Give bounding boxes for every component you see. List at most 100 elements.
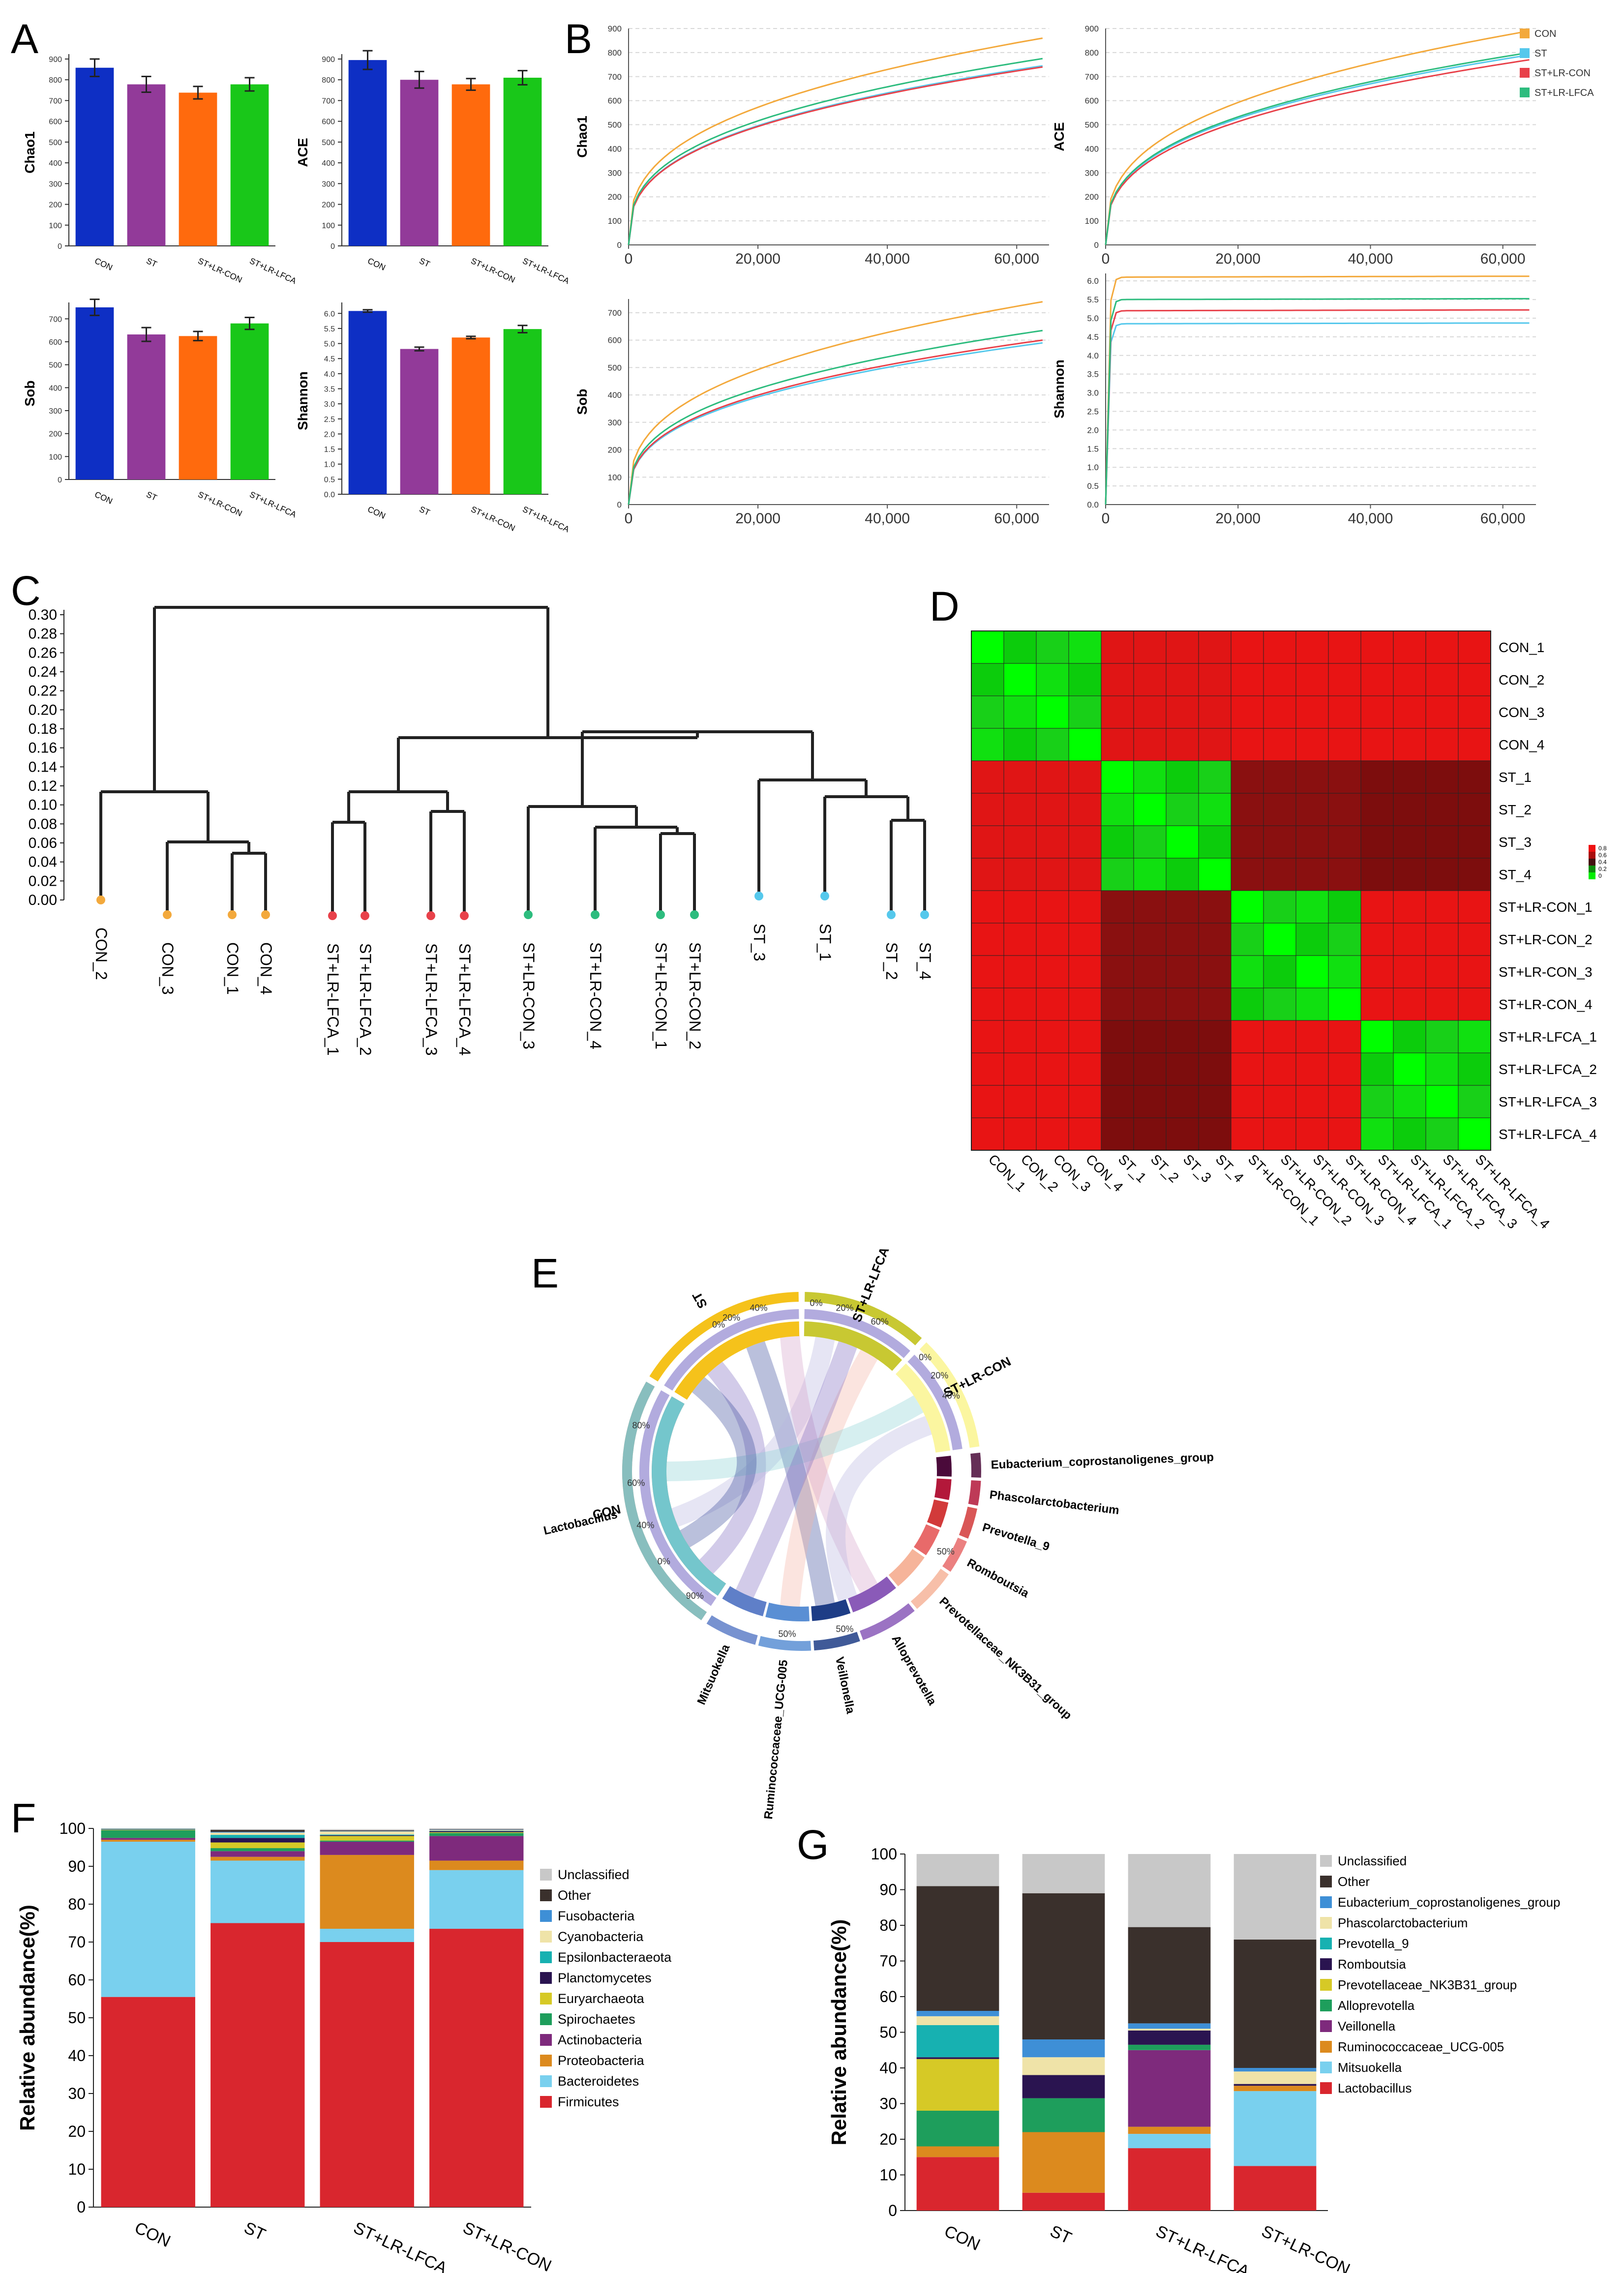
d-row-label: ST+LR-LFCA_2 [1499,1062,1597,1077]
b-curve [1105,54,1530,245]
d-cell [1328,955,1361,988]
a-bar [400,349,439,494]
d-cell [1393,858,1426,891]
c-tick-label: 0.12 [29,778,57,794]
g-tick-label: 30 [879,2095,897,2113]
f-bar-segment [211,1856,305,1861]
d-cell [1133,760,1167,794]
a-tick-label: 2.0 [324,430,335,439]
g-legend-label: Eubacterium_coprostanoligenes_group [1338,1895,1560,1910]
f-bar-segment [101,1838,195,1840]
b-legend-swatch [1520,88,1530,97]
d-cell [1263,858,1296,891]
panel-f-phylum-stacked-bars: 0 10 20 30 40 50 60 70 80 90 100 Relative abundance… [16,1820,672,2273]
e-genus-outer-arc [968,1480,981,1506]
c-leaf-node [591,910,600,919]
e-mid-arc [804,1309,910,1358]
d-cell [1231,630,1264,664]
d-cell [1295,695,1329,729]
c-tick-label: 0.28 [29,626,57,642]
d-cell [1328,728,1361,761]
g-bar-segment [1233,2068,1317,2072]
f-legend-label: Cyanobacteria [558,1929,644,1944]
a-category-label: ST+LR-CON [469,256,516,285]
d-cell [1393,793,1426,826]
d-cell [1101,1052,1134,1086]
c-leaf-node [228,910,237,919]
d-cell [1231,1117,1264,1151]
f-bar-segment [320,1835,414,1836]
b-curve [628,58,1043,245]
d-cell [1360,1117,1394,1151]
d-cell [1393,695,1426,729]
a-tick-label: 0 [58,242,62,251]
d-cell [1458,1117,1491,1151]
d-cell [1295,793,1329,826]
f-legend-label: Proteobacteria [558,2053,645,2068]
e-outer-arc [649,1292,799,1382]
e-pct-label: 0% [919,1352,932,1362]
g-legend-label: Unclassified [1338,1854,1407,1868]
c-tick-label: 0.10 [29,797,57,813]
d-row-label: CON_2 [1499,672,1544,688]
d-cell [1198,858,1232,891]
d-cell [971,760,1004,794]
e-genus-label: Prevotella_9 [981,1521,1051,1554]
f-bar-segment [211,1851,305,1857]
panel-label-g: G [797,1822,829,1868]
b-tick-label: 600 [608,336,622,345]
d-cell [971,695,1004,729]
d-cell [1133,1117,1167,1151]
f-bar-segment [429,1832,524,1833]
d-col-label: ST_3 [1180,1151,1214,1185]
f-bar-segment [211,1923,305,2207]
a-bar [179,92,217,246]
d-cell [1231,858,1264,891]
d-cell [1328,923,1361,956]
e-pct-label: 20% [836,1303,853,1313]
d-cell [1068,1052,1102,1086]
f-legend-label: Firmicutes [558,2094,619,2109]
b-tick-label: 600 [1085,96,1099,106]
g-bar-segment [1022,2039,1105,2058]
d-cell [1425,825,1459,859]
d-cell [1166,630,1199,664]
a-tick-label: 4.0 [324,370,335,379]
d-cell [1068,793,1102,826]
g-legend-swatch [1320,1958,1332,1970]
b-legend-label: CON [1534,29,1556,39]
f-legend-label: Actinobacteria [558,2033,642,2047]
e-mid-arc [907,1354,962,1450]
d-cell [1133,663,1167,696]
c-leaf-label: ST+LR-LFCA_3 [422,943,440,1056]
e-pct-label: 20% [722,1313,740,1323]
d-cell [1101,630,1134,664]
d-col-label: ST_4 [1213,1151,1247,1185]
c-leaf-label: ST+LR-CON_2 [686,942,704,1049]
a-bar [400,80,439,246]
d-row-label: ST+LR-CON_3 [1499,964,1593,980]
f-bar-segment [429,1830,524,1831]
d-cell [1101,890,1134,924]
g-legend-label: Ruminococcaceae_UCG-005 [1338,2039,1504,2054]
e-chord [780,1336,878,1594]
b-tick-label: 300 [608,418,622,427]
e-pct-label: 50% [779,1629,796,1639]
c-leaf-node [328,911,337,920]
d-cell [1068,1085,1102,1118]
d-cell [1133,858,1167,891]
b-curve [1105,322,1530,505]
panel-d-heatmap: CON_1CON_1CON_2CON_2CON_3CON_3CON_4CON_4… [971,630,1607,1232]
b-tick-label: 1.5 [1087,444,1099,453]
b-x-tick-label: 40,000 [865,510,910,527]
g-bar-segment [1128,2126,1211,2134]
c-leaf-node [820,892,829,900]
d-cell [971,987,1004,1021]
c-leaf-node [426,911,435,920]
b-tick-label: 6.0 [1087,276,1099,286]
g-legend-label: Other [1338,1874,1370,1889]
b-tick-label: 5.0 [1087,314,1099,323]
a-tick-label: 3.5 [324,385,335,393]
d-cell [1036,1020,1069,1053]
d-cell [1263,663,1296,696]
